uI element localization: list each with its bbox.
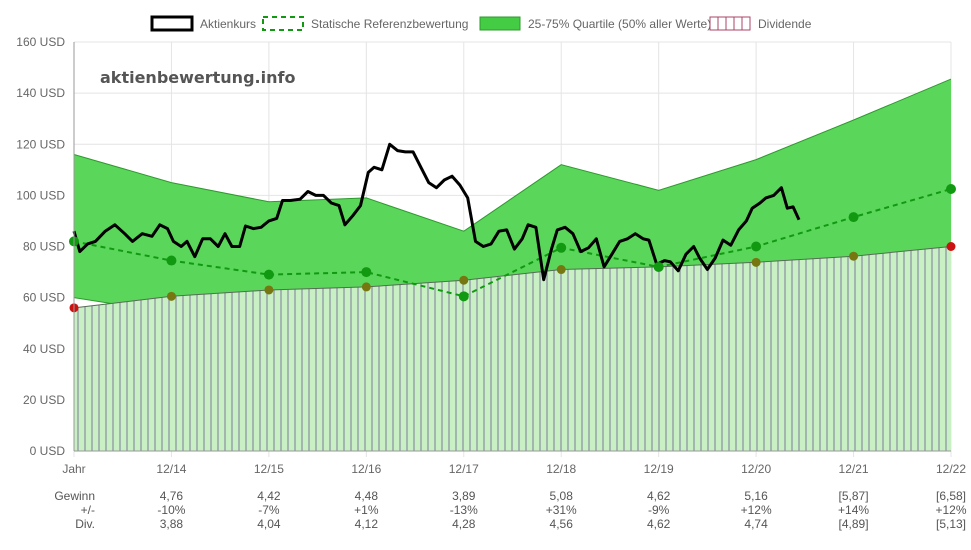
table-cell: +14% <box>838 503 869 517</box>
y-tick-label: 40 USD <box>23 342 65 356</box>
legend-label: Statische Referenzbewertung <box>311 17 468 31</box>
table-cell: +12% <box>935 503 966 517</box>
table-cell: 4,48 <box>355 489 379 503</box>
table-cell: [4,89] <box>839 517 869 531</box>
y-tick-label: 140 USD <box>16 86 65 100</box>
legend-label: 25-75% Quartile (50% aller Werte) <box>528 17 711 31</box>
reference-point <box>653 261 664 272</box>
table-cell: [6,58] <box>936 489 966 503</box>
table-cell: 4,76 <box>160 489 184 503</box>
quartile-upper-line <box>73 78 952 232</box>
y-tick-label: 0 USD <box>30 444 66 458</box>
dividend-point <box>946 242 956 251</box>
table-cell: +1% <box>354 503 379 517</box>
table-cell: 5,08 <box>550 489 574 503</box>
y-tick-label: 20 USD <box>23 393 65 407</box>
x-tick-label: 12/19 <box>644 462 674 476</box>
table-cell: 4,56 <box>550 517 574 531</box>
table-cell: 4,74 <box>744 517 768 531</box>
legend-label: Dividende <box>758 17 812 31</box>
dividend-line <box>73 246 952 309</box>
y-tick-label: 80 USD <box>23 240 65 254</box>
x-tick-label: 12/16 <box>351 462 381 476</box>
table-row-label: +/- <box>81 503 95 517</box>
table-cell: 4,42 <box>257 489 281 503</box>
table-cell: 3,89 <box>452 489 476 503</box>
reference-point <box>848 212 859 223</box>
table-cell: 4,12 <box>355 517 379 531</box>
x-tick-label: 12/17 <box>449 462 479 476</box>
table-cell: 3,88 <box>160 517 184 531</box>
reference-point <box>263 269 274 280</box>
dividend-point <box>556 265 566 275</box>
y-axis: 0 USD 20 USD 40 USD 60 USD 80 USD 100 USD 120 … <box>16 35 951 458</box>
legend-swatch <box>479 16 521 31</box>
reference-point <box>556 242 567 253</box>
price-line <box>72 142 801 282</box>
table-cell: -10% <box>157 503 185 517</box>
reference-point <box>458 291 469 302</box>
table-cell: +31% <box>546 503 577 517</box>
reference-point <box>166 255 177 266</box>
legend-swatch <box>150 15 194 32</box>
x-tick-label: 12/14 <box>156 462 186 476</box>
legend-label: Aktienkurs <box>200 17 256 31</box>
dividend-point <box>459 275 469 285</box>
dividend-area <box>74 246 951 451</box>
table-cell: +12% <box>741 503 772 517</box>
y-tick-label: 120 USD <box>16 137 65 151</box>
reference-point <box>946 183 956 194</box>
table-cell: 4,62 <box>647 489 671 503</box>
x-axis: Jahr 12/14 12/15 12/16 12/17 12/18 12/19 12/20 1… <box>62 462 966 476</box>
table-cell: 4,04 <box>257 517 281 531</box>
dividend-point <box>166 291 176 301</box>
dividend-point <box>849 251 859 261</box>
y-tick-label: 60 USD <box>23 291 65 305</box>
x-tick-label: 12/15 <box>254 462 284 476</box>
table-cell: -9% <box>648 503 670 517</box>
reference-point <box>361 267 372 278</box>
data-table: Gewinn 4,76 4,42 4,48 3,89 5,08 4,62 5,16 [5,87]… <box>54 489 967 531</box>
table-cell: -13% <box>450 503 478 517</box>
x-tick-label: 12/21 <box>839 462 869 476</box>
table-cell: [5,13] <box>936 517 966 531</box>
table-cell: 5,16 <box>744 489 768 503</box>
legend-swatch <box>709 16 751 31</box>
dividend-point <box>751 257 761 267</box>
table-cell: [5,87] <box>839 489 869 503</box>
x-tick-label: 12/18 <box>546 462 576 476</box>
y-tick-label: 160 USD <box>16 35 65 49</box>
dividend-point <box>361 282 371 292</box>
x-tick-label: 12/20 <box>741 462 771 476</box>
table-row-label: Div. <box>75 517 95 531</box>
reference-point <box>751 241 762 252</box>
legend: Aktienkurs Statische Referenzbewertung 25-… <box>150 15 812 32</box>
watermark: aktienbewertung.info <box>100 68 295 87</box>
series <box>69 78 956 451</box>
legend-swatch <box>262 16 304 31</box>
reference-line <box>73 188 952 298</box>
table-cell: 4,62 <box>647 517 671 531</box>
table-cell: 4,28 <box>452 517 476 531</box>
y-tick-label: 100 USD <box>16 188 65 202</box>
dividend-point <box>264 285 274 295</box>
table-row-label: Gewinn <box>54 489 95 503</box>
x-tick-label: Jahr <box>62 462 85 476</box>
x-tick-label: 12/22 <box>936 462 966 476</box>
table-cell: -7% <box>258 503 280 517</box>
